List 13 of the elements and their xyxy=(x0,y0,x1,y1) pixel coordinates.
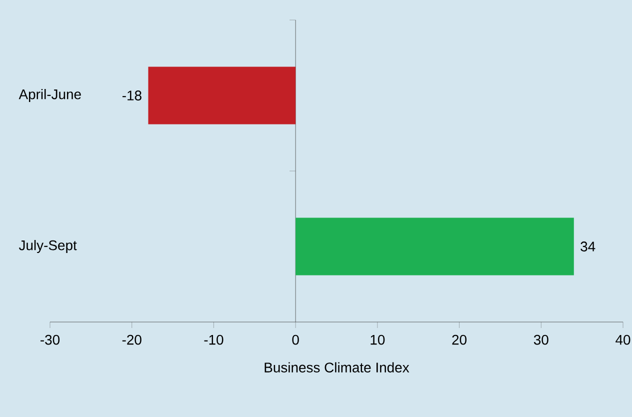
x-tick-label: -10 xyxy=(204,334,224,345)
x-tick-label: 10 xyxy=(370,334,385,345)
data-label: 34 xyxy=(580,242,596,252)
x-tick-label: -30 xyxy=(40,334,60,345)
data-label: -18 xyxy=(122,90,142,100)
y-tick-label: April-June xyxy=(18,88,81,102)
x-tick-label: 20 xyxy=(452,334,467,345)
x-tick-label: 0 xyxy=(292,334,299,345)
x-axis-title: Business Climate Index xyxy=(264,362,410,372)
x-tick-label: 40 xyxy=(616,334,630,345)
y-tick-label: July-Sept xyxy=(18,240,77,253)
x-tick-label: 30 xyxy=(534,334,548,345)
x-tick-label: -20 xyxy=(122,334,142,345)
